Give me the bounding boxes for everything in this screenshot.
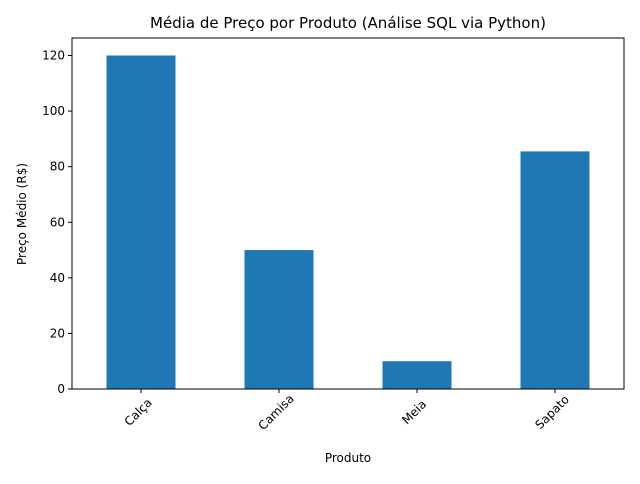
plot-area: [71, 37, 625, 390]
y-tick-label: 0: [57, 382, 65, 396]
y-tick-label: 40: [50, 271, 65, 285]
bar-calça: [106, 55, 176, 390]
x-tick-label: Meia: [399, 397, 429, 427]
y-tick-label: 80: [50, 160, 65, 174]
bar-meia: [382, 361, 452, 389]
y-axis-label: Preço Médio (R$): [15, 163, 29, 265]
chart-title: Média de Preço por Produto (Análise SQL …: [150, 14, 546, 32]
y-tick-label: 60: [50, 215, 65, 229]
x-tick-label: Sapato: [532, 392, 572, 432]
y-tick-label: 120: [42, 49, 65, 63]
y-tick-label: 20: [50, 326, 65, 340]
x-tick-label: Calça: [122, 396, 155, 429]
bar-sapato: [520, 151, 590, 389]
y-axis: 0 20 40 60 80 100 120: [42, 49, 72, 396]
x-axis-label: Produto: [325, 451, 371, 465]
y-tick-label: 100: [42, 104, 65, 118]
bar-camisa: [244, 250, 314, 389]
x-axis: Calça Camisa Meia Sapato: [122, 389, 572, 433]
x-tick-label: Camisa: [256, 392, 297, 433]
plot-frame: [71, 37, 625, 390]
